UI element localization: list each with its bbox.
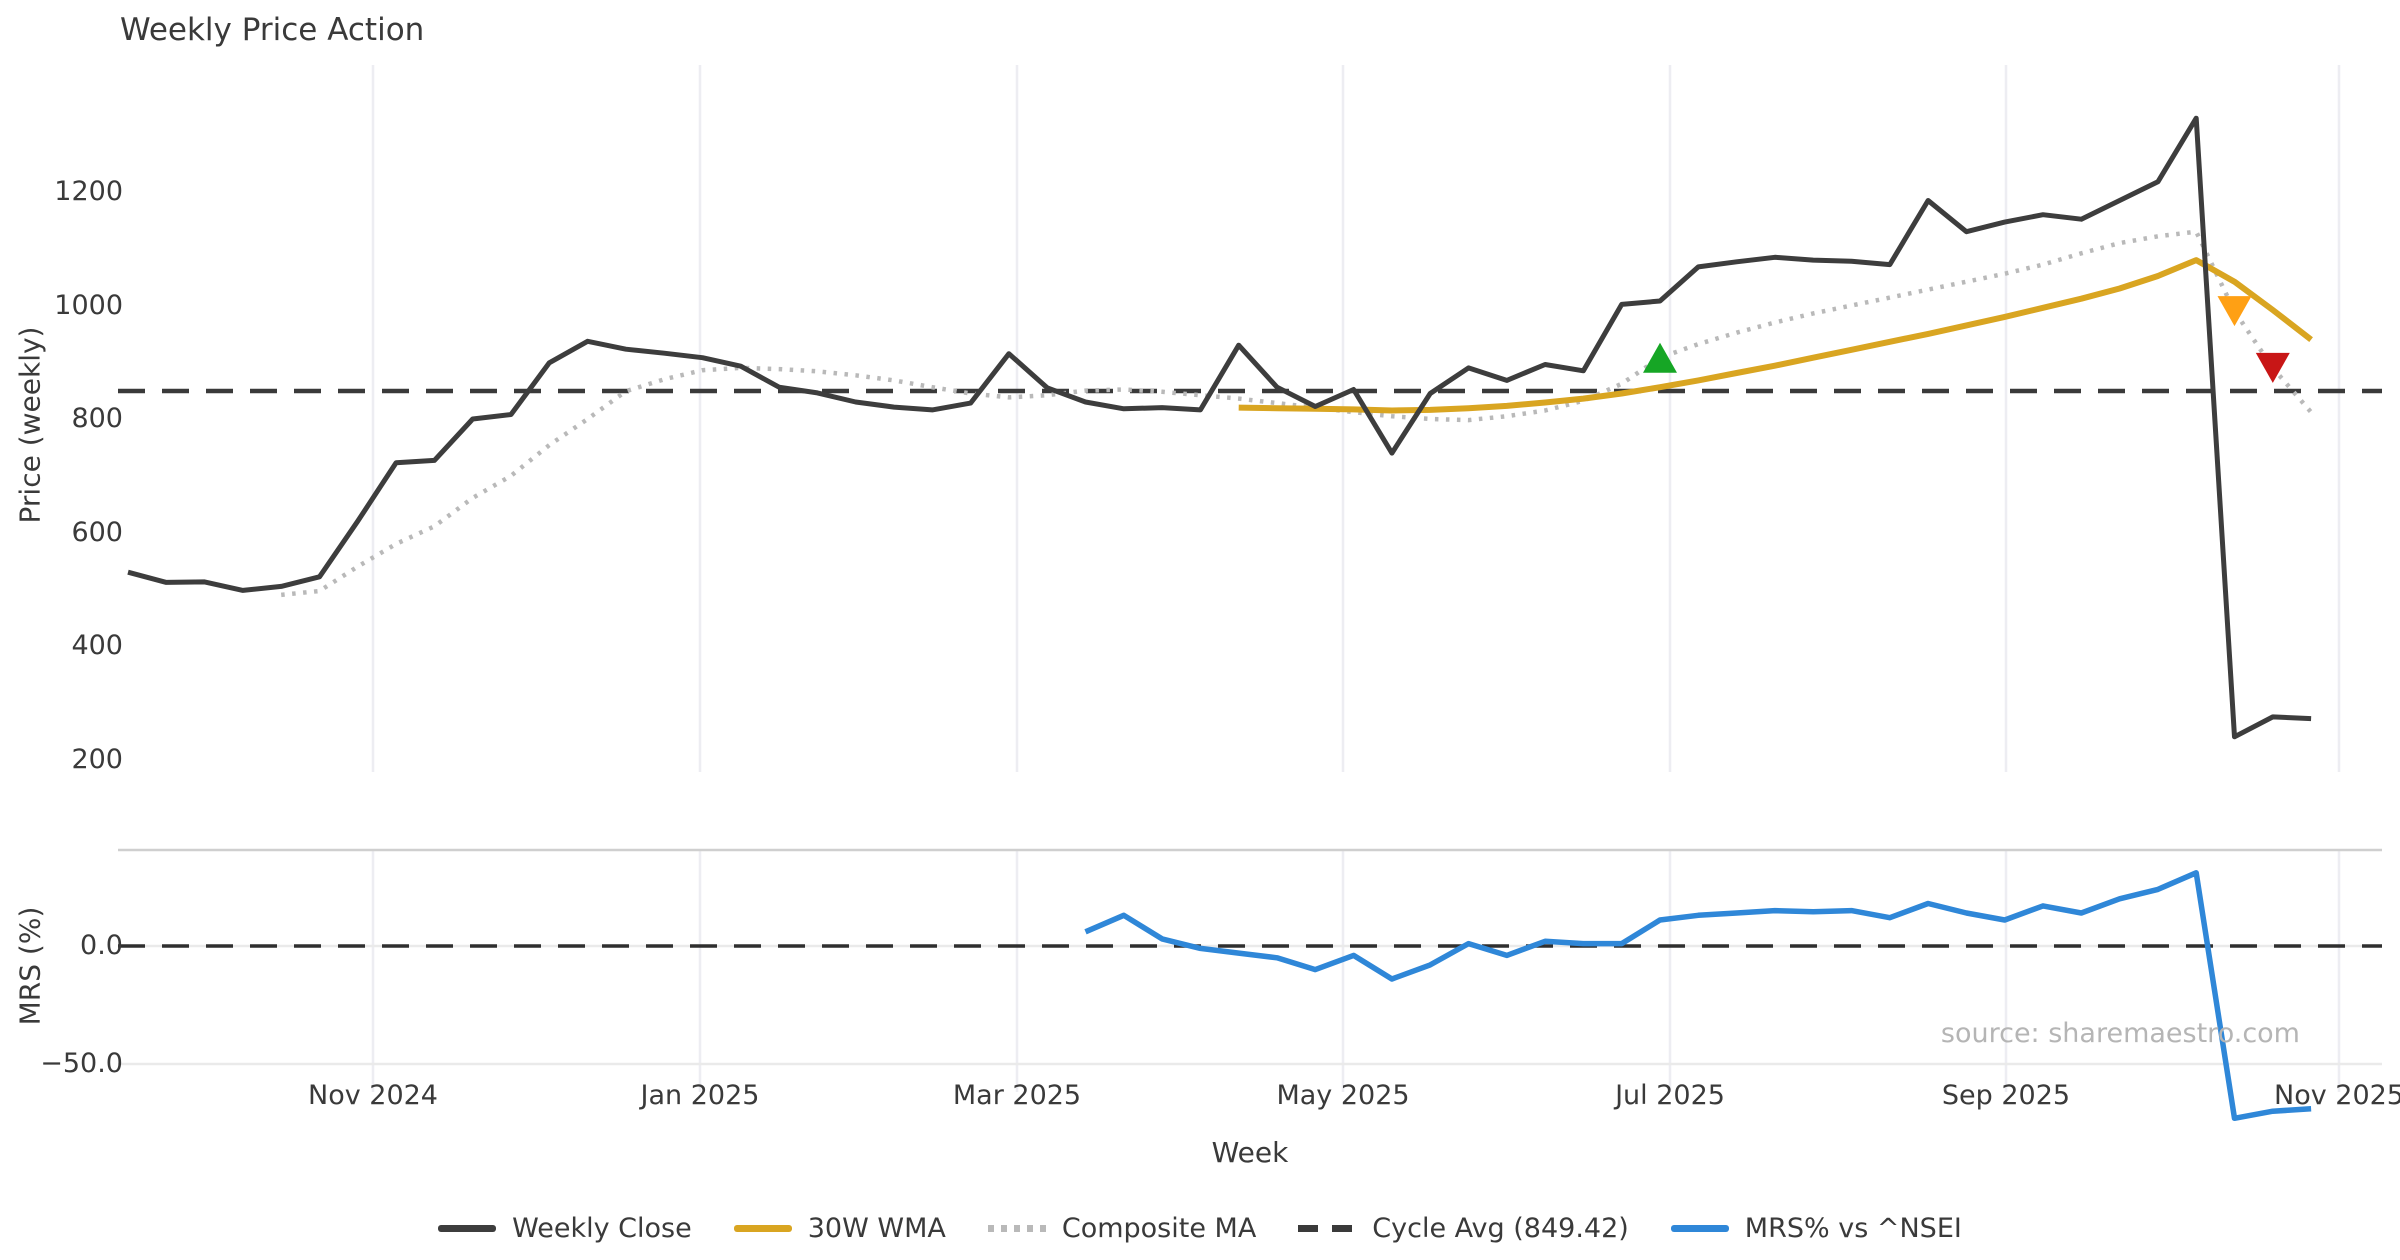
composite-ma-swatch-icon — [987, 1224, 1046, 1232]
price-tick-label: 400 — [71, 630, 123, 661]
cycle-avg-swatch-icon — [1298, 1224, 1357, 1232]
mrs-tick-label: −50.0 — [40, 1048, 123, 1079]
mrs-swatch-icon — [1670, 1224, 1729, 1232]
chart-title: Weekly Price Action — [120, 12, 425, 48]
buy-signal-marker-icon — [1643, 342, 1677, 373]
price-tick-label: 600 — [71, 516, 123, 548]
legend-item-composite-ma: Composite MA — [987, 1212, 1257, 1244]
x-tick-label: Nov 2024 — [308, 1080, 438, 1111]
sell-signal-marker-icon — [2255, 352, 2290, 383]
mrs-tick-label: 0.0 — [80, 930, 123, 961]
legend-item-cycle-avg: Cycle Avg (849.42) — [1298, 1213, 1629, 1244]
x-tick-label: Mar 2025 — [952, 1080, 1082, 1111]
legend-item-mrs: MRS% vs ^NSEI — [1670, 1212, 1962, 1244]
caution-signal-marker-icon — [2217, 296, 2252, 327]
x-tick-label: Sep 2025 — [1941, 1080, 2071, 1111]
composite-ma-line — [280, 229, 2313, 598]
x-axis-label: Week — [1211, 1136, 1289, 1169]
mrs-axis-label: MRS (%) — [13, 906, 47, 1026]
weekly-close-line — [127, 115, 2312, 740]
weekly-close-swatch-icon — [438, 1224, 497, 1232]
legend-label: 30W WMA — [807, 1212, 946, 1244]
x-tick-label: Jul 2025 — [1615, 1080, 1725, 1111]
legend-label: MRS% vs ^NSEI — [1744, 1212, 1962, 1244]
legend-item-30w-wma: 30W WMA — [733, 1212, 946, 1244]
legend-label: Cycle Avg (849.42) — [1372, 1212, 1629, 1244]
price-tick-label: 200 — [71, 743, 123, 775]
legend-item-weekly-close: Weekly Close — [438, 1213, 692, 1244]
x-tick-label: Jan 2025 — [640, 1080, 760, 1111]
wma-swatch-icon — [733, 1224, 792, 1232]
x-tick-label: Nov 2025 — [2274, 1080, 2400, 1111]
source-credit: source: sharemaestro.com — [1940, 1018, 2300, 1049]
price-tick-label: 800 — [71, 403, 123, 434]
legend-label: Composite MA — [1061, 1212, 1257, 1244]
legend-label: Weekly Close — [512, 1212, 692, 1244]
mrs-line — [1084, 870, 2312, 1122]
price-tick-label: 1000 — [54, 289, 123, 321]
x-tick-label: May 2025 — [1276, 1080, 1410, 1111]
price-tick-label: 1200 — [54, 176, 123, 207]
wma-30w-line — [1238, 257, 2313, 414]
chart-legend: Weekly Close 30W WMA Composite MA Cycle … — [0, 1208, 2400, 1248]
